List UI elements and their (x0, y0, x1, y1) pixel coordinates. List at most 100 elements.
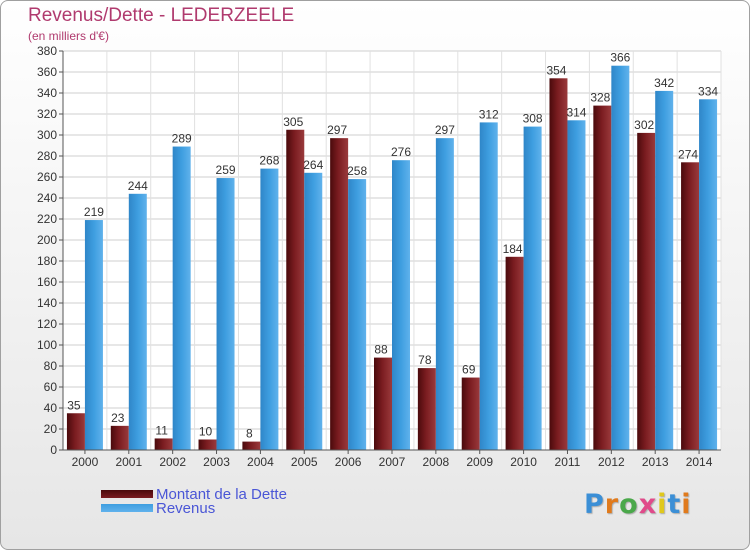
data-label-dette: 35 (67, 398, 81, 412)
data-label-dette: 78 (418, 353, 432, 367)
data-label-dette: 354 (546, 63, 566, 77)
y-tick-label: 100 (37, 338, 57, 352)
y-tick-label: 320 (37, 107, 57, 121)
data-label-dette: 10 (199, 425, 213, 439)
bar-revenus (304, 172, 323, 451)
data-label-dette: 8 (246, 427, 253, 441)
bar-dette (66, 413, 85, 450)
bar-revenus (611, 65, 630, 450)
logo-letter: i (681, 489, 692, 520)
y-tick-label: 200 (37, 233, 57, 247)
bar-dette (198, 439, 217, 450)
bar-revenus (128, 193, 147, 451)
y-tick-label: 0 (50, 443, 57, 457)
x-tick-label: 2004 (247, 455, 274, 469)
data-labels: 35 219 23 244 11 289 10 259 8 268 305 264 297 258 88 27… (67, 51, 718, 441)
bar-dette (637, 132, 656, 450)
y-tick-label: 140 (37, 296, 57, 310)
bar-revenus (567, 120, 586, 451)
y-tick-label: 20 (44, 422, 58, 436)
y-tick-label: 340 (37, 86, 57, 100)
data-label-revenus: 297 (435, 123, 455, 137)
x-tick-label: 2001 (115, 455, 142, 469)
legend-label-revenus: Revenus (156, 500, 216, 517)
data-label-revenus: 342 (654, 76, 674, 90)
data-label-dette: 305 (283, 115, 303, 129)
data-label-revenus: 314 (566, 105, 586, 119)
bar-dette (330, 138, 349, 450)
y-tick-label: 180 (37, 254, 57, 268)
logo-letter: x (638, 489, 658, 520)
legend-label-dette: Montant de la Dette (156, 486, 287, 503)
data-label-dette: 302 (634, 118, 654, 132)
data-label-dette: 184 (503, 242, 523, 256)
x-tick-label: 2008 (423, 455, 450, 469)
y-tick-label: 280 (37, 149, 57, 163)
bars (66, 65, 718, 451)
data-label-dette: 23 (111, 411, 125, 425)
axes: 0 20 40 60 80 100 120 140 160 180 200 220 240 260 280 3… (37, 44, 721, 469)
data-label-dette: 297 (327, 123, 347, 137)
x-tick-label: 2009 (466, 455, 493, 469)
bar-dette (417, 368, 436, 450)
y-tick-label: 260 (37, 170, 57, 184)
data-label-revenus: 276 (391, 145, 411, 159)
x-tick-label: 2010 (510, 455, 537, 469)
y-tick-label: 220 (37, 212, 57, 226)
bar-revenus (216, 178, 235, 451)
bar-dette (110, 425, 129, 450)
y-tick-label: 160 (37, 275, 57, 289)
bar-revenus (84, 220, 103, 450)
x-tick-label: 2006 (335, 455, 362, 469)
bar-revenus (392, 160, 410, 450)
bar-dette (154, 438, 173, 450)
x-tick-label: 2012 (598, 455, 625, 469)
logo-letter: r (604, 489, 620, 520)
bar-revenus (655, 90, 674, 451)
data-label-revenus: 264 (303, 158, 323, 172)
legend-swatch-revenus (101, 504, 153, 512)
logo-letter: t (667, 489, 682, 520)
bar-revenus (348, 179, 367, 450)
x-tick-label: 2002 (159, 455, 186, 469)
data-label-dette: 69 (462, 363, 476, 377)
y-tick-label: 120 (37, 317, 57, 331)
bar-revenus (172, 146, 191, 451)
data-label-revenus: 259 (216, 163, 236, 177)
x-tick-label: 2003 (203, 455, 230, 469)
x-tick-label: 2005 (291, 455, 318, 469)
legend-swatch-dette (101, 490, 153, 498)
data-label-revenus: 258 (347, 164, 367, 178)
x-tick-label: 2011 (555, 455, 581, 469)
y-tick-label: 360 (37, 65, 57, 79)
data-label-dette: 88 (374, 343, 388, 357)
data-label-revenus: 334 (698, 84, 718, 98)
bar-revenus (260, 168, 279, 450)
proxiti-logo: Proxiti (584, 489, 692, 520)
x-tick-label: 2007 (379, 455, 406, 469)
y-tick-label: 240 (37, 191, 57, 205)
x-tick-label: 2013 (642, 455, 669, 469)
y-tick-label: 40 (44, 401, 58, 415)
bar-dette (461, 377, 480, 450)
data-label-dette: 11 (155, 423, 168, 437)
bar-dette (593, 105, 612, 450)
data-label-revenus: 366 (610, 51, 630, 65)
data-label-revenus: 312 (479, 107, 499, 121)
y-tick-label: 60 (44, 380, 58, 394)
x-tick-label: 2000 (72, 455, 99, 469)
chart-title: Revenus/Dette - LEDERZEELE (28, 5, 295, 26)
data-label-dette: 328 (590, 91, 610, 105)
data-label-revenus: 219 (84, 205, 104, 219)
bar-dette (681, 162, 700, 451)
data-label-revenus: 289 (172, 132, 192, 146)
bar-revenus (523, 126, 542, 450)
bar-dette (549, 78, 568, 451)
x-tick-label: 2014 (686, 455, 713, 469)
y-tick-label: 80 (44, 359, 58, 373)
y-tick-label: 380 (37, 44, 57, 58)
logo-letter: o (619, 489, 639, 520)
data-label-revenus: 308 (523, 112, 543, 126)
